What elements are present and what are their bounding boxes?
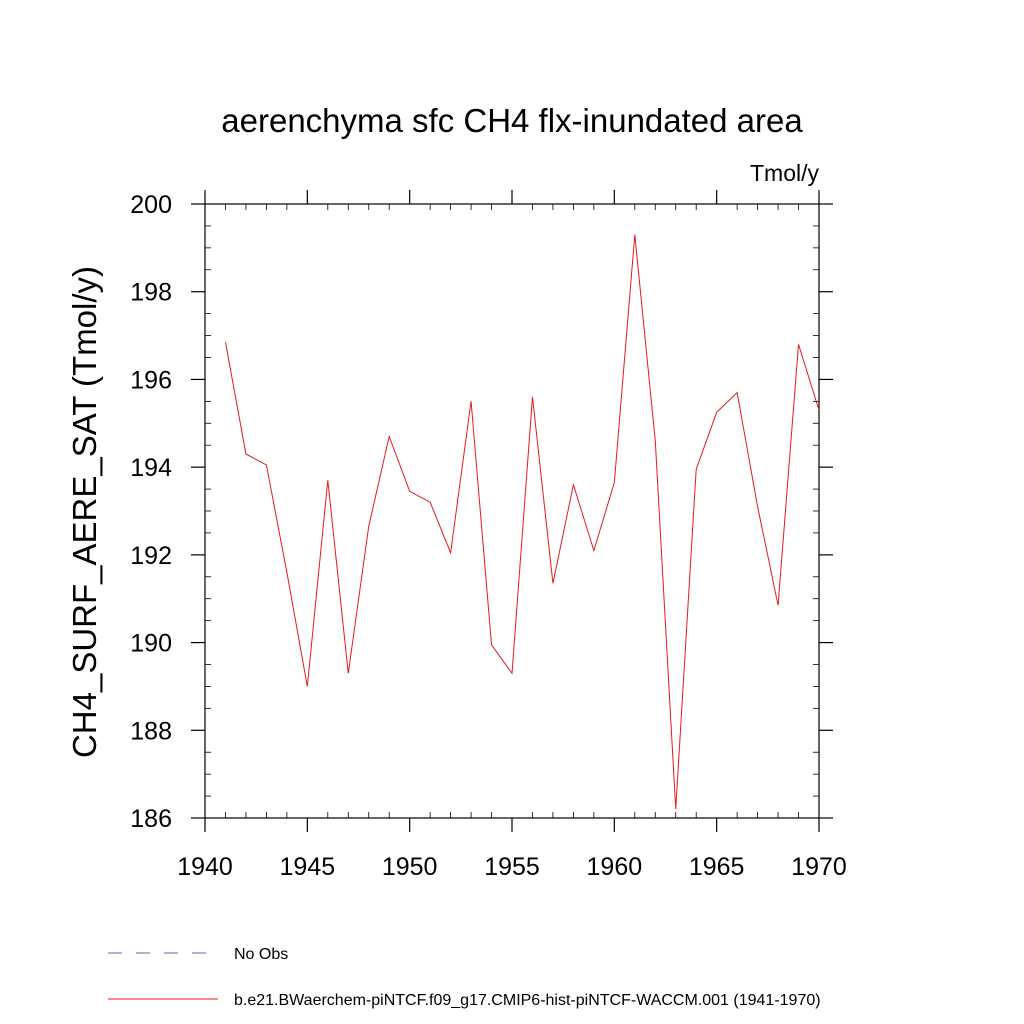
x-tick-label: 1940 xyxy=(177,853,233,881)
y-axis-label: CH4_SURF_AERE_SAT (Tmol/y) xyxy=(66,266,103,758)
x-tick-label: 1955 xyxy=(484,853,540,881)
x-tick-label: 1950 xyxy=(382,853,438,881)
y-tick-label: 194 xyxy=(130,454,172,482)
x-axis-tick-labels: 1940 1945 1950 1955 1960 1965 1970 xyxy=(177,853,847,881)
plot-frame xyxy=(204,203,820,819)
y-axis-tick-labels: 186 188 190 192 194 196 198 200 xyxy=(130,191,172,833)
series-line-0 xyxy=(224,234,820,810)
y-tick-label: 186 xyxy=(130,805,172,833)
legend-label-model-run: b.e21.BWaerchem-piNTCF.f09_g17.CMIP6-his… xyxy=(234,992,821,1009)
chart-title: aerenchyma sfc CH4 flx-inundated area xyxy=(221,102,803,139)
legend-label-no-obs: No Obs xyxy=(234,946,288,963)
x-tick-label: 1945 xyxy=(280,853,336,881)
y-tick-label: 200 xyxy=(130,191,172,219)
legend: No Obs b.e21.BWaerchem-piNTCF.f09_g17.CM… xyxy=(108,946,821,1009)
units-label: Tmol/y xyxy=(750,160,820,186)
y-tick-label: 196 xyxy=(130,366,172,394)
x-axis-ticks xyxy=(204,190,820,832)
y-tick-label: 192 xyxy=(130,542,172,570)
series-layer xyxy=(224,234,820,810)
x-tick-label: 1960 xyxy=(587,853,643,881)
y-tick-label: 188 xyxy=(130,717,172,745)
y-axis-ticks xyxy=(191,203,833,819)
x-tick-label: 1965 xyxy=(689,853,745,881)
x-tick-label: 1970 xyxy=(791,853,847,881)
y-tick-label: 190 xyxy=(130,630,172,658)
y-tick-label: 198 xyxy=(130,279,172,307)
